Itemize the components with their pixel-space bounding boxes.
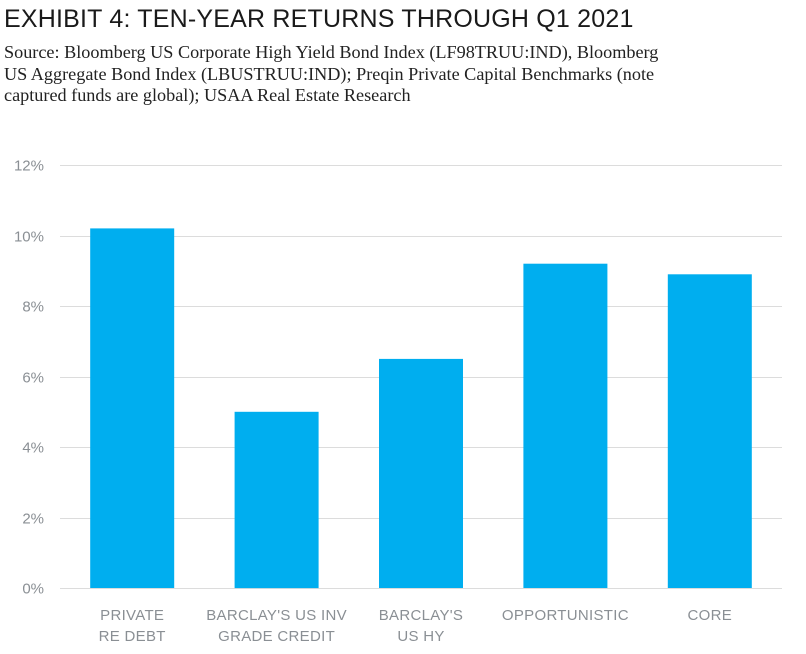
source-line-1: Source: Bloomberg US Corporate High Yiel… [4,42,659,62]
gridlines [60,165,782,589]
y-tick-label: 12% [14,158,44,175]
x-category-label: CORE [688,607,733,624]
x-category-label: BARCLAY'S US INV [206,607,347,624]
y-tick-label: 2% [22,511,44,528]
y-tick-label: 10% [14,229,44,246]
bars [90,228,752,589]
y-tick-label: 8% [22,299,44,316]
x-category-label: US HY [397,628,444,645]
y-tick-label: 6% [22,370,44,387]
source-line-2: US Aggregate Bond Index (LBUSTRUU:IND); … [4,63,655,84]
x-category-label: GRADE CREDIT [218,628,335,645]
x-category-label: PRIVATE [100,607,164,624]
x-axis-category-labels: PRIVATE RE DEBT BARCLAY'S US INV GRADE CRED… [99,607,732,645]
x-category-label: OPPORTUNISTIC [502,607,629,624]
bar [90,228,175,588]
source-line-3: captured funds are global); USAA Real Es… [4,85,411,105]
bar [379,358,463,588]
y-tick-label: 4% [22,440,44,457]
bar [667,274,752,588]
chart-title: EXHIBIT 4: TEN-YEAR RETURNS THROUGH Q1 2… [4,5,634,33]
y-tick-label: 0% [22,581,44,598]
bar [234,411,319,589]
y-axis-tick-labels: 0% 2% 4% 6% 8% 10% 12% [14,158,44,598]
bar [523,263,608,588]
x-category-label: RE DEBT [99,628,166,645]
x-category-label: BARCLAY'S [379,607,463,624]
source-note: Source: Bloomberg US Corporate High Yiel… [4,42,802,107]
